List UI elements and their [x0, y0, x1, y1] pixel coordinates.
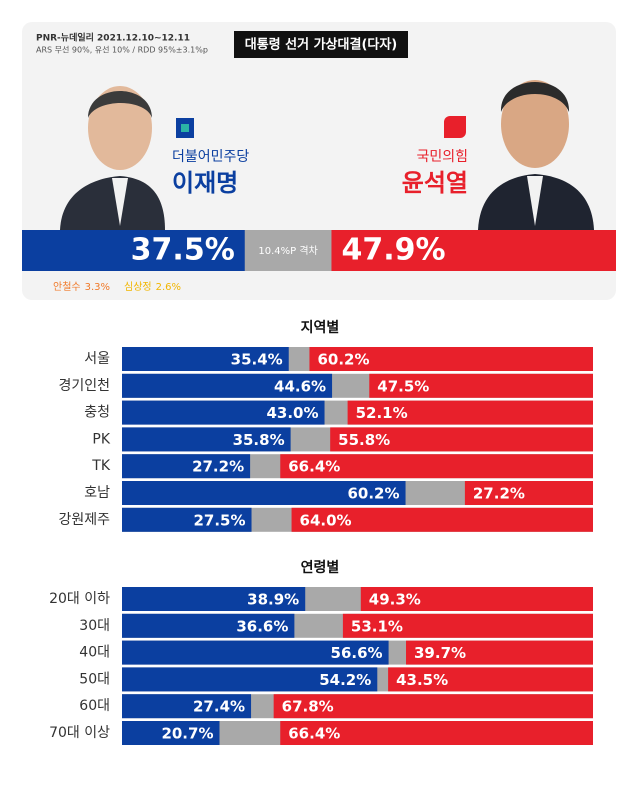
- bar: [122, 587, 306, 611]
- bar: [122, 347, 289, 371]
- value-label: 60.2%: [347, 485, 399, 503]
- bar: [122, 481, 406, 505]
- bar: [360, 587, 593, 611]
- value-label: 66.4%: [288, 458, 340, 476]
- value-label: 49.3%: [369, 591, 421, 609]
- result-bar: [22, 230, 245, 271]
- value-label: 44.6%: [274, 377, 326, 395]
- value-label: 35.8%: [233, 431, 285, 449]
- title: 대통령 선거 가상대결(다자): [245, 37, 398, 53]
- bar: [122, 507, 252, 532]
- bar: [388, 667, 593, 692]
- bar: [122, 373, 333, 398]
- bar: [369, 373, 593, 398]
- party-right: 국민의힘: [416, 149, 468, 165]
- category-label: 서울: [84, 351, 110, 367]
- value-label: 52.1%: [356, 404, 408, 422]
- category-label: 30대: [79, 618, 110, 634]
- other-value: 2.6%: [156, 282, 181, 293]
- value-label: 39.7%: [414, 644, 466, 662]
- value-label: 27.2%: [473, 485, 525, 503]
- value-label: 66.4%: [288, 725, 340, 743]
- value-label: 56.6%: [331, 644, 383, 662]
- bar: [273, 694, 593, 719]
- category-label: 호남: [84, 485, 110, 501]
- bar: [122, 454, 251, 479]
- party-logo-left-inner: [181, 124, 189, 132]
- gap-label: 10.4%P 격차: [258, 244, 317, 257]
- bar: [122, 694, 252, 719]
- method: ARS 무선 90%, 유선 10% / RDD 95%±3.1%p: [36, 46, 208, 55]
- source: PNR-뉴데일리 2021.12.10~12.11: [36, 32, 190, 44]
- category-label: 경기인천: [58, 378, 110, 394]
- bar: [122, 640, 389, 665]
- bar: [309, 347, 593, 371]
- bar: [342, 613, 593, 638]
- bar: [122, 400, 325, 425]
- bar: [330, 427, 593, 452]
- category-label: 20대 이하: [49, 591, 110, 607]
- result-bar: [331, 230, 616, 271]
- bar: [291, 507, 593, 532]
- category-label: 70대 이상: [49, 725, 110, 741]
- result-label: 37.5%: [131, 233, 235, 268]
- value-label: 27.5%: [193, 511, 245, 529]
- bar: [122, 721, 220, 745]
- candidate-right: 윤석열: [402, 169, 468, 197]
- bar: [406, 640, 593, 665]
- value-label: 43.5%: [396, 671, 448, 689]
- value-label: 60.2%: [317, 351, 369, 369]
- title-box: [234, 31, 408, 58]
- value-label: 54.2%: [319, 671, 371, 689]
- category-label: 강원제주: [58, 512, 110, 528]
- bar: [122, 613, 295, 638]
- party-logo-right: [444, 116, 466, 138]
- bar: [280, 721, 593, 745]
- chart-title: 지역별: [301, 319, 340, 336]
- result-label: 47.9%: [341, 233, 445, 268]
- value-label: 53.1%: [351, 617, 403, 635]
- bar: [347, 400, 593, 425]
- photo-left: [60, 86, 165, 230]
- category-label: 충청: [84, 405, 110, 421]
- value-label: 36.6%: [236, 617, 288, 635]
- value-label: 55.8%: [338, 431, 390, 449]
- bar: [280, 454, 593, 479]
- category-label: 40대: [79, 645, 110, 661]
- value-label: 35.4%: [231, 351, 283, 369]
- bar: [122, 667, 378, 692]
- value-label: 67.8%: [282, 698, 334, 716]
- value-label: 27.2%: [192, 458, 244, 476]
- value-label: 64.0%: [300, 511, 352, 529]
- other-value: 3.3%: [85, 282, 110, 293]
- value-label: 47.5%: [377, 377, 429, 395]
- category-label: PK: [92, 431, 110, 447]
- other-name: 심상정: [124, 281, 152, 293]
- bar: [464, 481, 593, 505]
- party-left: 더불어민주당: [172, 149, 249, 165]
- value-label: 20.7%: [161, 725, 213, 743]
- category-label: 50대: [79, 671, 110, 687]
- other-name: 안철수: [53, 281, 81, 293]
- candidate-left: 이재명: [172, 169, 238, 197]
- photo-right: [478, 80, 594, 230]
- bar: [122, 427, 291, 452]
- category-label: TK: [91, 458, 111, 474]
- value-label: 43.0%: [266, 404, 318, 422]
- chart-title: 연령별: [301, 559, 340, 576]
- value-label: 27.4%: [193, 698, 245, 716]
- value-label: 38.9%: [247, 591, 299, 609]
- category-label: 60대: [79, 698, 110, 714]
